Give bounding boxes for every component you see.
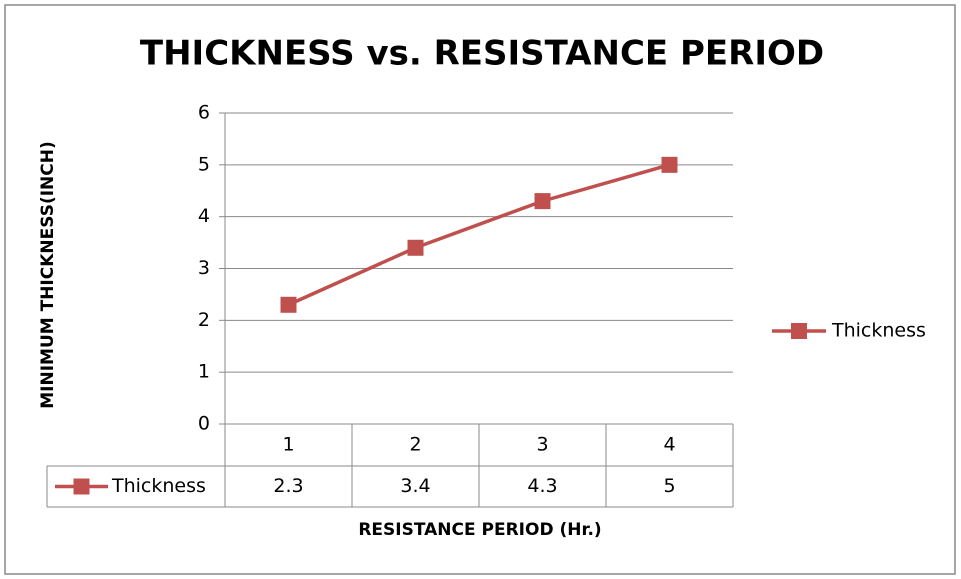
legend-label: Thickness <box>831 320 926 342</box>
x-tick-label: 4 <box>663 434 675 456</box>
x-tick-label: 2 <box>409 434 421 456</box>
y-tick-label: 1 <box>198 361 210 383</box>
legend-marker <box>73 478 90 495</box>
y-axis-title: MINIMUM THICKNESS(INCH) <box>38 141 58 409</box>
table-value: 4.3 <box>527 475 557 497</box>
x-axis-title: RESISTANCE PERIOD (Hr.) <box>358 520 601 540</box>
y-tick-label: 2 <box>198 309 210 331</box>
marker <box>280 296 297 313</box>
marker <box>534 193 551 210</box>
legend-label: Thickness <box>111 475 206 497</box>
y-tick-label: 0 <box>198 413 210 435</box>
chart-title: THICKNESS vs. RESISTANCE PERIOD <box>140 34 824 74</box>
series-line <box>287 163 670 307</box>
table-value: 2.3 <box>273 475 303 497</box>
y-tick-label: 3 <box>198 257 210 279</box>
y-tick-label: 5 <box>198 153 210 175</box>
x-tick-label: 1 <box>282 434 294 456</box>
y-tick-label: 4 <box>198 205 210 227</box>
x-tick-label: 3 <box>536 434 548 456</box>
chart-border <box>4 4 956 575</box>
marker <box>407 239 424 256</box>
marker <box>661 156 678 173</box>
table-value: 5 <box>663 475 675 497</box>
legend-marker <box>791 323 807 339</box>
table-value: 3.4 <box>400 475 430 497</box>
y-tick-label: 6 <box>198 102 210 124</box>
